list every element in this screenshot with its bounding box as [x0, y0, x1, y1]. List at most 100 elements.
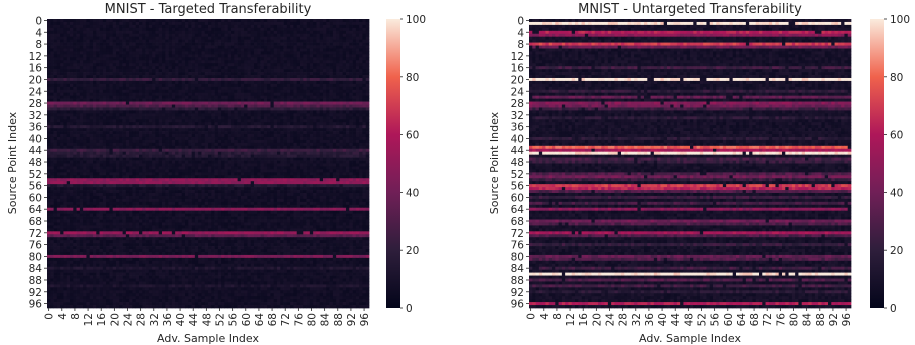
heatmap-cell	[250, 157, 255, 161]
heatmap-cell	[306, 113, 311, 117]
heatmap-cell	[165, 101, 169, 105]
heatmap-cell	[349, 48, 353, 52]
heatmap-cell	[89, 77, 94, 82]
heatmap-cell	[135, 39, 140, 43]
heatmap-cell	[254, 27, 258, 32]
heatmap-cell	[132, 42, 137, 46]
heatmap-cell	[135, 72, 140, 76]
heatmap-cell	[352, 113, 357, 117]
heatmap-cell	[191, 98, 196, 102]
heatmap-cell	[214, 160, 219, 164]
heatmap-cell	[79, 139, 84, 144]
heatmap-cell	[300, 51, 304, 55]
heatmap-cell	[247, 128, 252, 132]
heatmap-cell	[286, 45, 291, 49]
heatmap-cell	[96, 160, 100, 164]
heatmap-cell	[204, 154, 209, 158]
heatmap-cell	[109, 128, 114, 132]
heatmap-cell	[155, 148, 160, 153]
heatmap-cell	[175, 45, 179, 49]
heatmap-cell	[277, 98, 281, 102]
heatmap-cell	[201, 142, 206, 147]
heatmap-cell	[83, 21, 87, 26]
heatmap-cell	[204, 148, 209, 153]
heatmap-cell	[194, 80, 199, 85]
heatmap-cell	[359, 33, 363, 38]
heatmap-cell	[250, 48, 255, 52]
heatmap-cell	[339, 54, 344, 58]
heatmap-cell	[224, 166, 229, 170]
heatmap-cell	[112, 122, 117, 126]
heatmap-cell	[188, 125, 192, 129]
heatmap-cell	[162, 145, 166, 150]
heatmap-cell	[359, 27, 363, 32]
heatmap-cell	[296, 54, 301, 58]
heatmap-cell	[349, 119, 353, 123]
heatmap-cell	[119, 77, 123, 82]
heatmap-cell	[79, 142, 84, 147]
heatmap-cell	[336, 163, 340, 167]
heatmap-cell	[185, 107, 189, 111]
heatmap-cell	[194, 66, 199, 70]
heatmap-cell	[346, 45, 350, 49]
heatmap-cell	[89, 160, 94, 164]
heatmap-cell	[93, 116, 97, 120]
heatmap-cell	[116, 45, 120, 49]
heatmap-cell	[171, 119, 176, 123]
heatmap-cell	[254, 36, 258, 40]
heatmap-cell	[56, 101, 61, 105]
heatmap-cell	[237, 45, 242, 49]
heatmap-cell	[277, 92, 281, 97]
heatmap-cell	[86, 33, 91, 38]
heatmap-cell	[158, 119, 163, 123]
heatmap-cell	[263, 110, 268, 114]
heatmap-cell	[191, 63, 196, 67]
heatmap-cell	[277, 89, 281, 94]
heatmap-cell	[355, 24, 360, 29]
heatmap-cell	[155, 160, 160, 164]
heatmap-cell	[66, 39, 71, 43]
heatmap-cell	[326, 122, 330, 126]
heatmap-cell	[270, 24, 275, 29]
heatmap-cell	[86, 119, 91, 123]
heatmap-cell	[188, 110, 192, 114]
heatmap-cell	[56, 95, 61, 99]
heatmap-cell	[132, 166, 137, 170]
heatmap-cell	[306, 60, 311, 64]
heatmap-cell	[309, 122, 314, 126]
heatmap-cell	[188, 157, 192, 161]
heatmap-cell	[211, 39, 215, 43]
heatmap-cell	[316, 119, 321, 123]
heatmap-cell	[309, 30, 314, 35]
heatmap-cell	[329, 80, 334, 85]
heatmap-cell	[132, 134, 137, 138]
heatmap-cell	[221, 136, 225, 141]
heatmap-cell	[178, 131, 183, 135]
heatmap-cell	[362, 122, 367, 126]
heatmap-cell	[83, 72, 87, 76]
heatmap-cell	[227, 21, 232, 26]
heatmap-cell	[359, 142, 363, 147]
heatmap-cell	[329, 95, 334, 99]
heatmap-cell	[277, 54, 281, 58]
heatmap-cell	[332, 42, 337, 46]
heatmap-cell	[227, 24, 232, 29]
heatmap-cell	[83, 148, 87, 153]
heatmap-cell	[227, 119, 232, 123]
heatmap-cell	[280, 63, 284, 67]
heatmap-cell	[142, 122, 146, 126]
heatmap-cell	[188, 142, 192, 147]
heatmap-cell	[329, 107, 334, 111]
heatmap-cell	[290, 39, 294, 43]
heatmap-cell	[185, 48, 189, 52]
heatmap-cell	[122, 98, 127, 102]
heatmap-cell	[306, 54, 311, 58]
heatmap-cell	[181, 69, 186, 73]
heatmap-cell	[181, 119, 186, 123]
heatmap-cell	[234, 24, 238, 29]
heatmap-cell	[346, 89, 350, 94]
heatmap-cell	[250, 54, 255, 58]
heatmap-cell	[171, 75, 176, 79]
heatmap-cell	[165, 142, 169, 147]
heatmap-cell	[135, 30, 140, 35]
